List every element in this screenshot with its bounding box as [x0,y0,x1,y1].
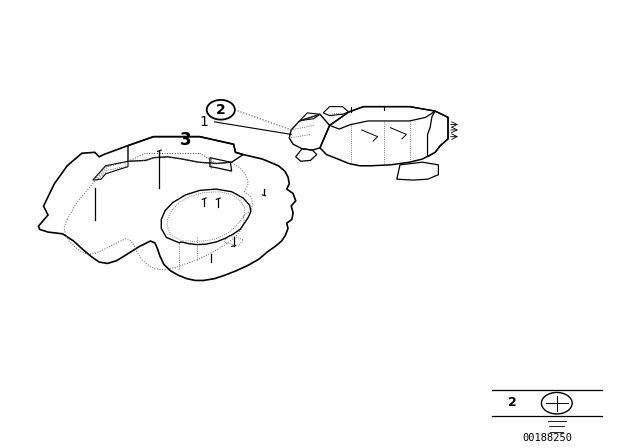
Text: 1: 1 [199,115,208,129]
Text: 2: 2 [216,103,226,117]
Text: 3: 3 [180,131,191,149]
Text: 2: 2 [508,396,516,409]
Text: 00188250: 00188250 [522,433,572,443]
